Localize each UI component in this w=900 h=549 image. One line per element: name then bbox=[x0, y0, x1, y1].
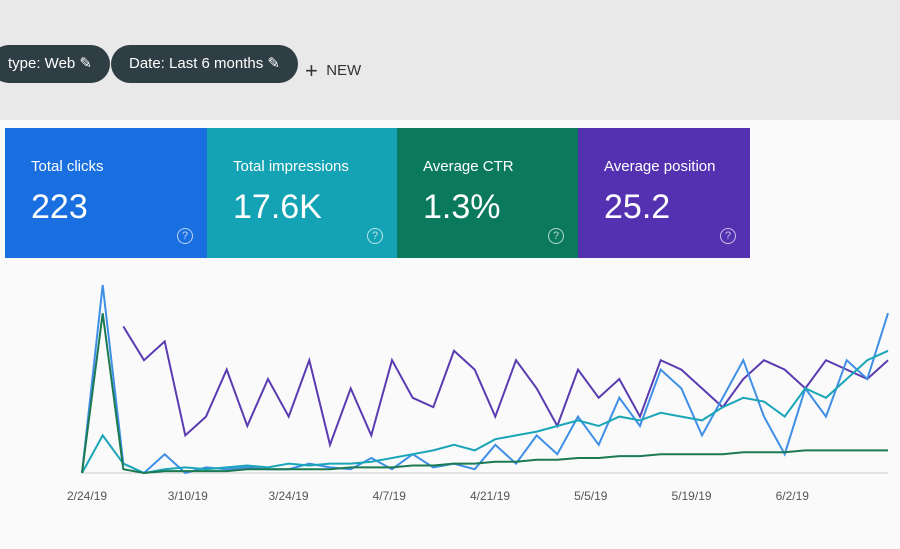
x-tick-label: 3/10/19 bbox=[168, 489, 208, 503]
help-icon[interactable]: ? bbox=[720, 228, 736, 244]
series-line bbox=[122, 325, 889, 449]
metric-card[interactable]: Total clicks 223? bbox=[5, 128, 207, 258]
metric-label: Average CTR bbox=[423, 158, 514, 175]
new-label: NEW bbox=[326, 62, 362, 79]
metric-card[interactable]: Total impressions 17.6K? bbox=[207, 128, 397, 258]
x-tick-label: 2/24/19 bbox=[67, 489, 107, 503]
metric-card[interactable]: Average position 25.2? bbox=[578, 128, 750, 258]
metric-value: 17.6K bbox=[233, 188, 322, 226]
help-icon[interactable]: ? bbox=[367, 228, 383, 244]
filter-chip[interactable]: Date: Last 6 months ✎ bbox=[111, 45, 298, 83]
x-tick-label: 5/19/19 bbox=[672, 489, 712, 503]
x-tick-label: 4/21/19 bbox=[470, 489, 510, 503]
help-icon[interactable]: ? bbox=[548, 228, 564, 244]
x-tick-label: 4/7/19 bbox=[373, 489, 407, 503]
metric-card[interactable]: Average CTR 1.3%? bbox=[397, 128, 578, 258]
chart: 2/24/19 3/10/19 3/24/19 4/7/19 4/21/19 5/5/19… bbox=[67, 284, 889, 503]
series-line bbox=[81, 349, 889, 475]
metric-value: 1.3% bbox=[423, 188, 501, 226]
new-button[interactable]: + NEW bbox=[305, 58, 362, 83]
series-line bbox=[81, 313, 888, 475]
metric-label: Average position bbox=[604, 158, 716, 175]
metric-label: Total clicks bbox=[31, 158, 104, 175]
chip-label: type: Web bbox=[8, 55, 76, 72]
chip-label: Date: Last 6 months bbox=[129, 55, 264, 72]
x-tick-label: 6/2/19 bbox=[776, 489, 810, 503]
help-icon[interactable]: ? bbox=[177, 228, 193, 244]
metric-value: 223 bbox=[31, 188, 88, 226]
metric-value: 25.2 bbox=[604, 188, 671, 226]
filter-chip[interactable]: type: Web ✎ bbox=[0, 45, 111, 83]
metric-label: Total impressions bbox=[233, 158, 349, 175]
x-tick-label: 5/5/19 bbox=[574, 489, 608, 503]
x-tick-label: 3/24/19 bbox=[269, 489, 309, 503]
